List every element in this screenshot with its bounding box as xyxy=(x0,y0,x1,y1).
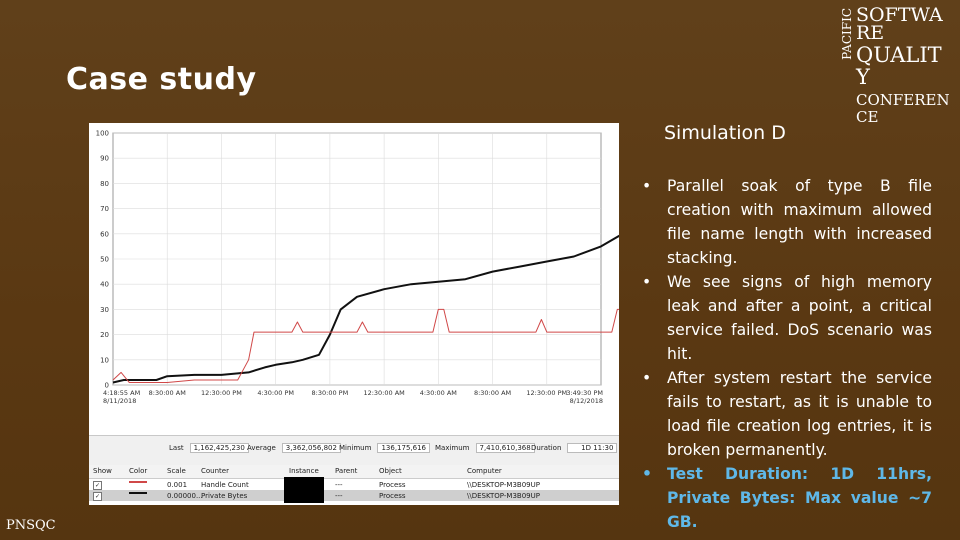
footer-text: PNSQC xyxy=(6,518,56,533)
counter-cell: Handle Count xyxy=(201,481,249,489)
counter-table-header: Show Color Scale Counter Instance Parent Objec… xyxy=(89,465,619,479)
logo-line-software: SOFTWARE xyxy=(856,4,943,44)
logo-text: SOFTWARE QUALITY CONFERENCE xyxy=(856,6,956,126)
stat-value: 3,362,056,802 xyxy=(281,443,341,453)
x-tick-label: 4:18:55 AM xyxy=(103,389,140,397)
object-cell: Process xyxy=(379,481,406,489)
x-tick-label: 12:30:00 PM xyxy=(526,389,567,397)
column-header[interactable]: Scale xyxy=(167,467,186,475)
stats-bar: Last 1,162,425,230 Average 3,362,056,802 Min… xyxy=(89,435,619,466)
bullet-item: After system restart the service fails t… xyxy=(640,366,932,462)
y-tick-label: 60 xyxy=(100,230,109,238)
x-tick-label: 8:30:00 AM xyxy=(474,389,511,397)
y-tick-label: 80 xyxy=(100,180,109,188)
stat-label: Maximum xyxy=(435,444,470,452)
counter-table: Show Color Scale Counter Instance Parent Objec… xyxy=(89,465,619,505)
y-tick-label: 100 xyxy=(96,130,109,138)
x-tick-label: 4:30:00 PM xyxy=(257,389,294,397)
redacted-block xyxy=(284,477,324,503)
parent-cell: --- xyxy=(335,481,343,489)
scale-cell: 0.00000... xyxy=(167,492,203,500)
stat-average: Average 3,362,056,802 xyxy=(247,443,341,453)
x-tick-label: 3:49:30 PM xyxy=(566,389,603,397)
simulation-title: Simulation D xyxy=(664,122,786,144)
parent-cell: --- xyxy=(335,492,343,500)
stat-duration: Duration 1D 11:30 xyxy=(531,443,618,453)
bullet-item-highlight: Test Duration: 1D 11hrs, Private Bytes: … xyxy=(640,462,932,534)
y-tick-label: 50 xyxy=(100,256,109,264)
logo-vertical-text: PACIFIC xyxy=(840,8,854,60)
y-tick-label: 30 xyxy=(100,306,109,314)
column-header[interactable]: Instance xyxy=(289,467,319,475)
performance-monitor-screenshot: 100 90 80 70 60 50 40 30 20 10 0 4:18:55 AM 8/11/201… xyxy=(89,123,619,505)
column-header[interactable]: Computer xyxy=(467,467,502,475)
stat-maximum: Maximum 7,410,610,368 xyxy=(435,443,535,453)
y-tick-label: 10 xyxy=(100,356,109,364)
stat-minimum: Minimum 136,175,616 xyxy=(339,443,430,453)
y-tick-label: 90 xyxy=(100,155,109,163)
x-tick-label: 4:30:00 AM xyxy=(420,389,457,397)
y-tick-label: 70 xyxy=(100,205,109,213)
series-line-handle-count xyxy=(112,308,619,383)
color-swatch xyxy=(129,492,147,494)
conference-logo: PACIFIC SOFTWARE QUALITY CONFERENCE xyxy=(836,0,960,150)
table-row[interactable]: ✓ 0.00000... Private Bytes --- Process \\DESK… xyxy=(89,490,619,501)
stat-last: Last 1,162,425,230 xyxy=(169,443,249,453)
y-tick-label: 40 xyxy=(100,281,109,289)
color-swatch xyxy=(129,481,147,483)
column-header[interactable]: Color xyxy=(129,467,148,475)
stat-value: 1,162,425,230 xyxy=(189,443,249,453)
stat-value: 136,175,616 xyxy=(377,443,430,453)
column-header[interactable]: Counter xyxy=(201,467,229,475)
column-header[interactable]: Object xyxy=(379,467,402,475)
stat-label: Duration xyxy=(531,444,562,452)
table-row[interactable]: ✓ 0.001 Handle Count --- Process \\DESKTOP-M3… xyxy=(89,479,619,490)
stat-value: 7,410,610,368 xyxy=(475,443,535,453)
x-tick-label: 12:30:00 PM xyxy=(201,389,242,397)
bullet-item: Parallel soak of type B file creation wi… xyxy=(640,174,932,270)
show-checkbox[interactable]: ✓ xyxy=(93,492,102,501)
stat-label: Average xyxy=(247,444,276,452)
bullet-item: We see signs of high memory leak and aft… xyxy=(640,270,932,366)
stat-label: Last xyxy=(169,444,184,452)
stat-value: 1D 11:30 xyxy=(567,443,618,453)
column-header[interactable]: Show xyxy=(93,467,112,475)
counter-cell: Private Bytes xyxy=(201,492,248,500)
stat-label: Minimum xyxy=(339,444,372,452)
y-tick-label: 0 xyxy=(105,382,109,390)
logo-line-conference: CONFERENCE xyxy=(856,91,950,126)
series-line-private-bytes xyxy=(112,234,619,384)
slide-title: Case study xyxy=(66,62,257,97)
x-tick-label: 8:30:00 AM xyxy=(149,389,186,397)
logo-line-quality: QUALITY xyxy=(856,43,942,89)
computer-cell: \\DESKTOP-M3B09UP xyxy=(467,492,540,500)
x-tick-label: 8:30:00 PM xyxy=(312,389,349,397)
show-checkbox[interactable]: ✓ xyxy=(93,481,102,490)
object-cell: Process xyxy=(379,492,406,500)
x-tick-label: 12:30:00 AM xyxy=(363,389,404,397)
x-tick-date: 8/11/2018 xyxy=(103,397,136,405)
column-header[interactable]: Parent xyxy=(335,467,358,475)
scale-cell: 0.001 xyxy=(167,481,188,489)
x-tick-date: 8/12/2018 xyxy=(570,397,603,405)
bullet-list: Parallel soak of type B file creation wi… xyxy=(640,174,932,534)
y-tick-label: 20 xyxy=(100,331,109,339)
computer-cell: \\DESKTOP-M3B09UP xyxy=(467,481,540,489)
